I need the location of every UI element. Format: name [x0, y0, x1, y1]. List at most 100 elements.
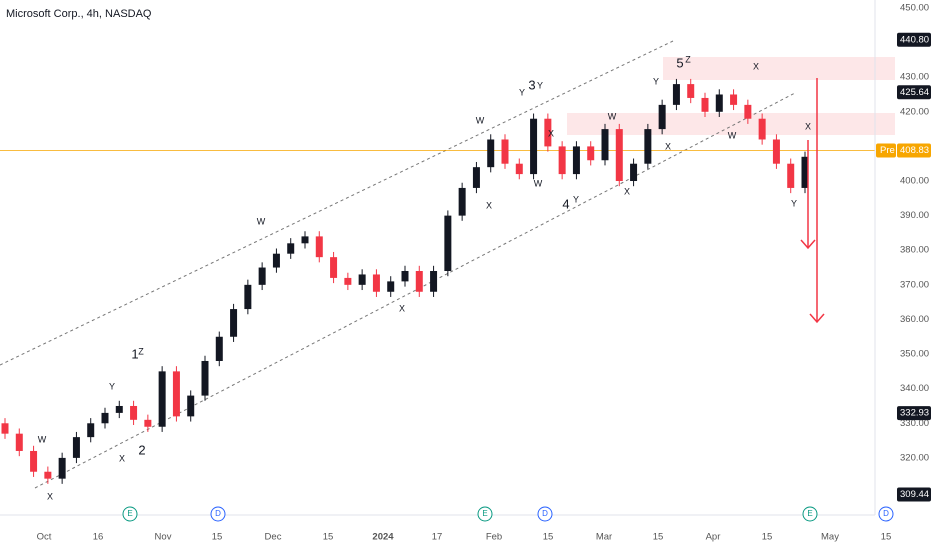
x-tick-label: Oct [37, 532, 52, 543]
price-label-box [897, 487, 931, 502]
candle-body [372, 274, 380, 292]
x-tick-label: Apr [706, 532, 721, 543]
y-tick-label: 420.00 [900, 106, 929, 117]
channel-upper [0, 40, 674, 366]
wave-label: 4 [562, 196, 569, 211]
candle-body [487, 139, 495, 168]
x-tick-label: Dec [265, 532, 282, 543]
chart-title: Microsoft Corp., 4h, NASDAQ [6, 8, 152, 20]
current-price: 408.83 [900, 145, 929, 156]
wave-label: W [476, 115, 485, 125]
candle-body [258, 267, 266, 285]
candle-body [701, 97, 709, 112]
x-tick-label: 15 [881, 532, 892, 543]
candle-body [401, 270, 409, 282]
x-tick-label: 15 [762, 532, 773, 543]
current-price-tag: Pre [880, 145, 895, 156]
resistance-zone [663, 57, 895, 80]
price-label: 440.80 [900, 34, 929, 45]
x-tick-label: Nov [155, 532, 172, 543]
y-tick-label: 350.00 [900, 349, 929, 360]
wave-label: 5 [676, 55, 683, 70]
candle-body [187, 395, 195, 417]
candle-body [744, 104, 752, 119]
wave-label: 1 [131, 346, 138, 361]
candle-body [630, 163, 638, 182]
y-tick-label: 330.00 [900, 418, 929, 429]
x-tick-label: 16 [93, 532, 104, 543]
event-label: E [482, 509, 487, 518]
candle-body [758, 118, 766, 140]
wave-label: X [47, 491, 53, 501]
candle-body [130, 405, 138, 420]
x-tick-label: 2024 [372, 532, 394, 543]
price-label: 309.44 [900, 489, 929, 500]
wave-label: 3 [528, 77, 535, 92]
candle-body [615, 129, 623, 182]
wave-label: Y [573, 194, 579, 204]
candle-body [215, 336, 223, 361]
y-tick-label: 380.00 [900, 245, 929, 256]
candle-body [501, 139, 509, 164]
candle-body [730, 94, 738, 105]
candle-body [787, 163, 795, 188]
candle-body [301, 236, 309, 244]
wave-label: X [119, 453, 125, 463]
y-tick-label: 400.00 [900, 176, 929, 187]
candle-body [330, 257, 338, 278]
candle-body [72, 437, 80, 458]
wave-label: 2 [138, 442, 145, 457]
candle-body [58, 457, 66, 479]
candle-body [801, 156, 809, 188]
candle-body [201, 360, 209, 396]
wave-label: Z [138, 346, 144, 356]
candle-body [715, 94, 723, 112]
x-tick-label: 17 [432, 532, 443, 543]
candle-body [644, 129, 652, 164]
wave-label: W [38, 434, 47, 444]
event-icon [802, 506, 818, 522]
candle-body [472, 167, 480, 188]
candle-body [658, 104, 666, 130]
candle-body [415, 270, 423, 292]
event-label: E [127, 509, 132, 518]
candle-body [558, 146, 566, 175]
wave-label: X [753, 61, 759, 71]
wave-label: X [624, 186, 630, 196]
wave-label: X [665, 141, 671, 151]
candle-body [344, 277, 352, 285]
y-tick-label: 370.00 [900, 279, 929, 290]
candle-body [101, 412, 109, 424]
candle-body [444, 215, 452, 271]
candle-body [687, 84, 695, 98]
y-tick-label: 320.00 [900, 452, 929, 463]
x-tick-label: Mar [596, 532, 612, 543]
candle-body [115, 405, 123, 413]
price-label: 332.93 [900, 408, 929, 419]
candle-body [358, 274, 366, 285]
event-icon [477, 506, 493, 522]
current-price-tag-box [876, 143, 896, 158]
candle-body [772, 139, 780, 164]
event-icon [537, 506, 553, 522]
wave-label: W [257, 216, 266, 226]
y-tick-label: 390.00 [900, 210, 929, 221]
event-label: E [807, 509, 812, 518]
wave-label: X [486, 200, 492, 210]
candle-body [587, 146, 595, 161]
wave-label: X [399, 303, 405, 313]
candle-body [87, 423, 95, 438]
wave-label: Y [791, 198, 797, 208]
candle-body [515, 163, 523, 175]
candle-body [15, 433, 23, 451]
x-tick-label: 15 [212, 532, 223, 543]
wave-label: W [728, 130, 737, 140]
candle-body [172, 371, 180, 417]
candle-body [44, 471, 52, 479]
candle-body [144, 419, 152, 427]
y-tick-label: 450.00 [900, 2, 929, 13]
channel-lower [34, 92, 796, 489]
x-tick-label: 15 [323, 532, 334, 543]
